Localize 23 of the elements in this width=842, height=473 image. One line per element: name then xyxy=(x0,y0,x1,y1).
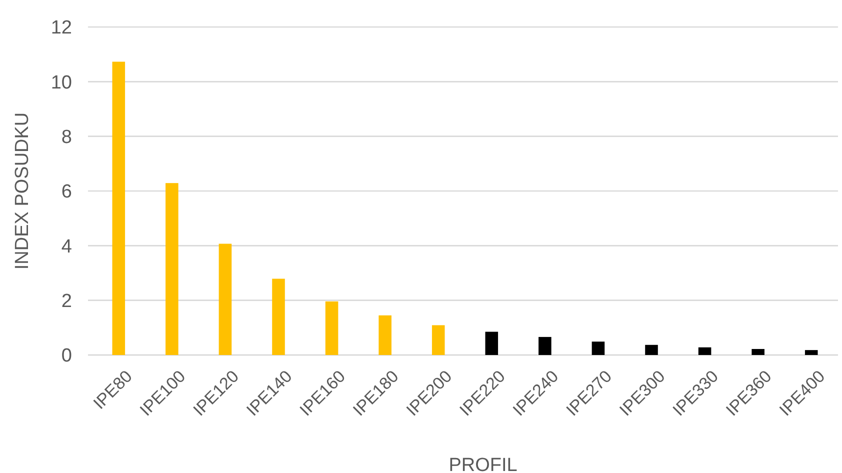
bar xyxy=(112,62,126,355)
bar xyxy=(538,336,552,355)
bar xyxy=(166,183,178,355)
y-axis-title: INDEX POSUDKU xyxy=(12,112,33,270)
y-tick-label: 10 xyxy=(50,72,72,94)
bar xyxy=(325,301,338,355)
bar xyxy=(645,344,658,355)
bar xyxy=(378,315,392,355)
bar xyxy=(218,244,232,355)
y-tick-label: 12 xyxy=(50,18,72,39)
bar xyxy=(804,350,818,355)
bar xyxy=(272,278,285,355)
y-tick-label: 0 xyxy=(61,346,72,367)
y-tick-label: 2 xyxy=(61,290,72,312)
y-tick-label: 6 xyxy=(61,182,72,203)
bar xyxy=(592,342,605,355)
bar xyxy=(432,325,445,355)
y-tick-label: 8 xyxy=(61,126,72,148)
y-tick-label: 4 xyxy=(61,236,72,258)
x-axis-title: PROFIL xyxy=(448,455,518,473)
bar xyxy=(485,332,498,355)
bar xyxy=(698,347,712,355)
bar xyxy=(752,348,764,355)
